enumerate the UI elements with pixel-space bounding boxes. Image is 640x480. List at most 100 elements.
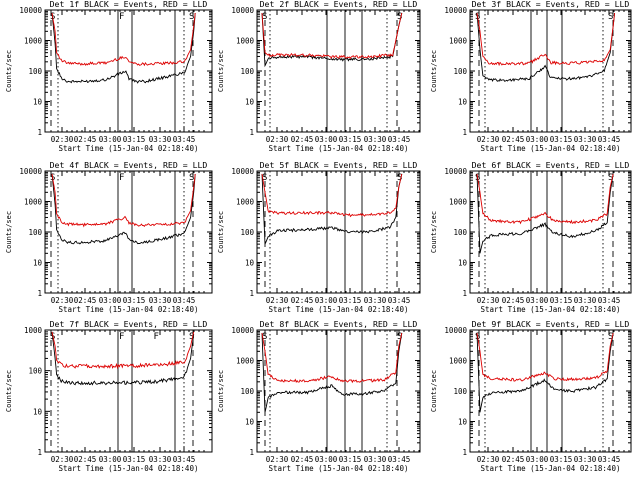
y-tick-label: 100 — [240, 228, 254, 237]
y-tick-label: 100 — [240, 67, 254, 76]
plot-frame — [469, 9, 632, 133]
y-tick-label: 100 — [453, 228, 467, 237]
x-tick-label: 02:45 — [502, 455, 525, 464]
y-tick-label: 10 — [458, 98, 468, 107]
x-tick-label: 02:45 — [291, 455, 314, 464]
x-tick-label: 03:00 — [315, 455, 338, 464]
x-axis-label: Start Time (15-Jan-04 02:18:40) — [481, 305, 621, 314]
flag-label: S — [397, 12, 402, 22]
x-axis-label: Start Time (15-Jan-04 02:18:40) — [59, 464, 199, 473]
y-axis-label: Counts/sec — [430, 370, 438, 412]
detector-panel-8: Det 8f BLACK = Events, RED = LLD Counts/s… — [217, 319, 421, 473]
x-tick-label: 02:30 — [266, 296, 289, 305]
x-tick-label: 02:45 — [74, 135, 97, 144]
flag-label: S — [189, 12, 194, 22]
x-tick-label: 03:30 — [364, 135, 387, 144]
plot-frame — [469, 329, 632, 453]
y-tick-label: 1 — [249, 128, 254, 137]
events-series-line — [51, 12, 196, 84]
x-tick-label: 03:15 — [550, 455, 573, 464]
x-tick-label: 03:45 — [173, 135, 196, 144]
y-tick-label: 1000 — [236, 198, 255, 207]
panel-title: Det 4f BLACK = Events, RED = LLD — [50, 160, 208, 170]
panel-title: Det 8f BLACK = Events, RED = LLD — [260, 319, 418, 329]
y-tick-label: 100 — [453, 387, 467, 396]
y-tick-label: 10 — [458, 418, 468, 427]
y-tick-label: 1 — [37, 448, 42, 457]
x-tick-label: 03:00 — [99, 455, 122, 464]
y-tick-label: 100 — [28, 367, 42, 376]
x-tick-label: 03:00 — [526, 135, 549, 144]
y-tick-label: 10000 — [444, 167, 467, 176]
y-tick-label: 10000 — [444, 326, 467, 335]
x-tick-label: 03:00 — [526, 296, 549, 305]
x-tick-label: 03:30 — [364, 296, 387, 305]
y-axis-label: Counts/sec — [5, 211, 13, 253]
x-tick-label: 03:15 — [550, 135, 573, 144]
y-axis-label: Counts/sec — [5, 50, 13, 92]
y-tick-label: 10000 — [231, 6, 254, 15]
y-tick-label: 10000 — [444, 6, 467, 15]
y-tick-label: 10000 — [19, 6, 42, 15]
flag-label: S — [397, 332, 402, 342]
x-tick-label: 02:30 — [51, 455, 74, 464]
lld-series-line — [476, 12, 616, 67]
x-tick-label: 03:45 — [173, 296, 196, 305]
x-tick-label: 03:45 — [388, 135, 411, 144]
detector-panel-6: Det 6f BLACK = Events, RED = LLD Counts/s… — [430, 160, 632, 314]
events-series-line — [476, 173, 614, 254]
y-tick-label: 10000 — [231, 167, 254, 176]
flag-label: S — [608, 12, 613, 22]
panel-title: Det 7f BLACK = Events, RED = LLD — [50, 319, 208, 329]
x-tick-label: 03:00 — [99, 296, 122, 305]
x-axis-label: Start Time (15-Jan-04 02:18:40) — [481, 144, 621, 153]
flag-label: S — [262, 332, 267, 342]
x-axis-label: Start Time (15-Jan-04 02:18:40) — [59, 305, 199, 314]
x-tick-label: 02:45 — [291, 296, 314, 305]
lld-series-line — [261, 12, 403, 59]
x-tick-label: 03:45 — [598, 135, 621, 144]
y-tick-label: 1 — [37, 289, 42, 298]
x-tick-label: 03:15 — [339, 296, 362, 305]
x-tick-label: 03:15 — [339, 135, 362, 144]
x-tick-label: 03:30 — [574, 296, 597, 305]
x-tick-label: 02:30 — [51, 296, 74, 305]
y-tick-label: 1000 — [449, 357, 468, 366]
x-tick-label: 02:45 — [291, 135, 314, 144]
events-series-line — [51, 331, 195, 386]
x-tick-label: 02:45 — [502, 135, 525, 144]
x-tick-label: 03:45 — [388, 455, 411, 464]
lld-series-line — [51, 331, 195, 370]
lld-series-line — [261, 332, 403, 384]
x-tick-label: 03:45 — [598, 296, 621, 305]
y-axis-label: Counts/sec — [430, 211, 438, 253]
events-series-line — [261, 332, 403, 413]
y-tick-label: 10 — [33, 259, 43, 268]
x-axis-label: Start Time (15-Jan-04 02:18:40) — [269, 144, 409, 153]
y-axis-label: Counts/sec — [217, 50, 225, 92]
y-tick-label: 10000 — [19, 167, 42, 176]
events-series-line — [261, 12, 403, 68]
y-tick-label: 1 — [462, 289, 467, 298]
x-tick-label: 03:30 — [364, 455, 387, 464]
flag-label: S — [608, 173, 613, 183]
flag-label: F — [154, 332, 159, 342]
events-series-line — [51, 173, 196, 245]
flag-label: F — [119, 12, 124, 22]
y-tick-label: 1000 — [449, 198, 468, 207]
lld-series-line — [476, 173, 614, 225]
detector-panel-9: Det 9f BLACK = Events, RED = LLD Counts/s… — [430, 319, 632, 473]
detector-panel-2: Det 2f BLACK = Events, RED = LLD Counts/s… — [217, 0, 421, 153]
y-tick-label: 10 — [458, 259, 468, 268]
x-tick-label: 03:00 — [526, 455, 549, 464]
flag-label: F — [119, 173, 124, 183]
x-tick-label: 02:30 — [477, 296, 500, 305]
panel-title: Det 2f BLACK = Events, RED = LLD — [260, 0, 418, 9]
y-tick-label: 1000 — [236, 357, 255, 366]
events-series-line — [476, 12, 616, 82]
detector-panel-7: Det 7f BLACK = Events, RED = LLD Counts/s… — [5, 319, 213, 473]
flag-label: S — [189, 173, 194, 183]
y-axis-label: Counts/sec — [217, 211, 225, 253]
x-tick-label: 03:45 — [598, 455, 621, 464]
